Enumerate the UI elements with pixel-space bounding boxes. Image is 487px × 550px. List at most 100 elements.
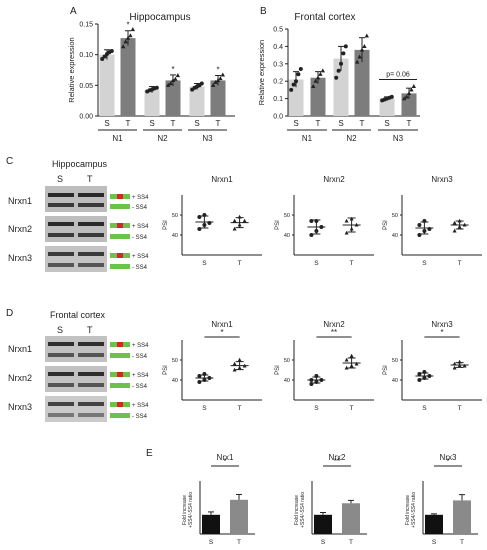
- ss4-minus-label: - SS4: [132, 235, 148, 241]
- gel-image: [45, 246, 107, 272]
- blot-row-nrxn2: Nrxn2: [8, 224, 32, 234]
- p-value-label: p= 0.06: [386, 71, 410, 78]
- y-axis-label: PSI: [275, 365, 281, 375]
- gel-band: [78, 413, 104, 417]
- panel-letter-e: E: [146, 448, 153, 459]
- blot-lane-t: T: [87, 174, 93, 184]
- data-point: [344, 230, 349, 235]
- x-tick-label: S: [194, 119, 199, 128]
- data-point: [406, 90, 412, 95]
- y-axis-label: Relative expression: [257, 40, 266, 105]
- significance-star: *: [220, 328, 223, 337]
- chart-title: Nrxn3: [431, 320, 453, 329]
- data-point: [242, 218, 247, 223]
- gel-band: [48, 372, 74, 376]
- data-point: [211, 82, 216, 87]
- ss4-minus-label: - SS4: [132, 414, 148, 420]
- data-point: [232, 226, 237, 231]
- gel-band: [78, 252, 104, 256]
- blot-row-nrxn2: Nrxn2: [8, 373, 32, 383]
- y-tick-label: 50: [172, 213, 178, 219]
- y-tick-label: 50: [284, 358, 290, 364]
- data-point: [320, 68, 325, 73]
- ss4-plus-label: + SS4: [132, 403, 149, 409]
- panel-letter-a: A: [70, 6, 77, 17]
- x-tick-label: S: [209, 539, 214, 546]
- x-tick-label: T: [238, 405, 242, 412]
- gel-band: [78, 222, 104, 226]
- data-point: [311, 84, 316, 89]
- x-tick-label: S: [321, 539, 326, 546]
- y-axis-label: +SS4/-SS4 ratio: [188, 492, 194, 528]
- panel-letter-b: B: [260, 6, 267, 17]
- y-axis-label: Fold increase: [182, 495, 188, 525]
- chart-title: Nrx3: [440, 453, 457, 462]
- x-tick-label: S: [149, 119, 154, 128]
- gel-band: [78, 372, 104, 376]
- data-point: [349, 353, 354, 358]
- data-point: [339, 61, 343, 66]
- chart-title: Nrxn3: [431, 175, 453, 184]
- data-point: [232, 361, 237, 366]
- data-point: [121, 44, 126, 49]
- data-point: [318, 71, 323, 76]
- y-axis-label: PSI: [383, 365, 389, 375]
- ss4-minus-label: - SS4: [132, 354, 148, 360]
- y-tick-label: 50: [392, 358, 398, 364]
- bar-s: [425, 514, 443, 534]
- y-tick-label: 40: [172, 233, 178, 239]
- blot-row-nrxn1: Nrxn1: [8, 196, 32, 206]
- significance-star: *: [223, 457, 226, 466]
- y-axis-label: +SS4/-SS4 ratio: [411, 492, 417, 528]
- x-tick-label: S: [338, 119, 343, 128]
- group-label: N1: [112, 134, 123, 143]
- data-point: [175, 73, 180, 78]
- y-tick-label: 0.4: [273, 44, 283, 51]
- y-tick-label: 0.0: [273, 114, 283, 121]
- y-tick-label: 0.5: [273, 27, 283, 34]
- gel-band: [78, 353, 104, 357]
- panel-letter-d: D: [6, 308, 13, 319]
- y-axis-label: Fold increase: [405, 495, 411, 525]
- data-point: [334, 75, 339, 80]
- chart-title: Nrxn1: [211, 175, 233, 184]
- y-tick-label: 40: [392, 233, 398, 239]
- gel-band: [48, 203, 74, 207]
- y-tick-label: 0.10: [79, 52, 93, 59]
- ss4-minus-label: - SS4: [132, 205, 148, 211]
- x-tick-label: S: [202, 260, 207, 267]
- group-label: N2: [157, 134, 168, 143]
- y-tick-label: 50: [172, 358, 178, 364]
- data-point: [354, 361, 359, 366]
- chart-title: Hippocampus: [129, 12, 190, 23]
- y-tick-label: 0.1: [273, 96, 283, 103]
- data-point: [213, 79, 218, 84]
- gel-band: [48, 263, 74, 267]
- chart-title: Nrxn2: [323, 175, 345, 184]
- data-point: [344, 365, 349, 370]
- data-point: [125, 35, 131, 40]
- ss4-plus-label: + SS4: [132, 224, 149, 230]
- gel-image: [45, 396, 107, 422]
- significance-star: **: [334, 457, 340, 466]
- data-point: [232, 367, 237, 372]
- bar-s: [202, 514, 220, 534]
- bar-t: [354, 49, 370, 116]
- significance-star: *: [440, 328, 443, 337]
- chart-title: Nrx1: [217, 453, 234, 462]
- y-tick-label: 0.00: [79, 114, 93, 121]
- chart-title: Nrxn1: [211, 320, 233, 329]
- data-point: [123, 39, 128, 44]
- gel-band: [48, 402, 74, 406]
- x-tick-label: T: [350, 260, 354, 267]
- x-tick-label: S: [104, 119, 109, 128]
- y-axis-label: PSI: [163, 220, 169, 230]
- gel-band: [48, 353, 74, 357]
- ss4-plus-label: + SS4: [132, 343, 149, 349]
- group-label: N1: [302, 134, 313, 143]
- data-point: [409, 87, 414, 92]
- gel-band: [78, 193, 104, 197]
- gel-band: [78, 342, 104, 346]
- x-tick-label: T: [237, 539, 241, 546]
- chart-title: Frontal cortex: [294, 12, 355, 23]
